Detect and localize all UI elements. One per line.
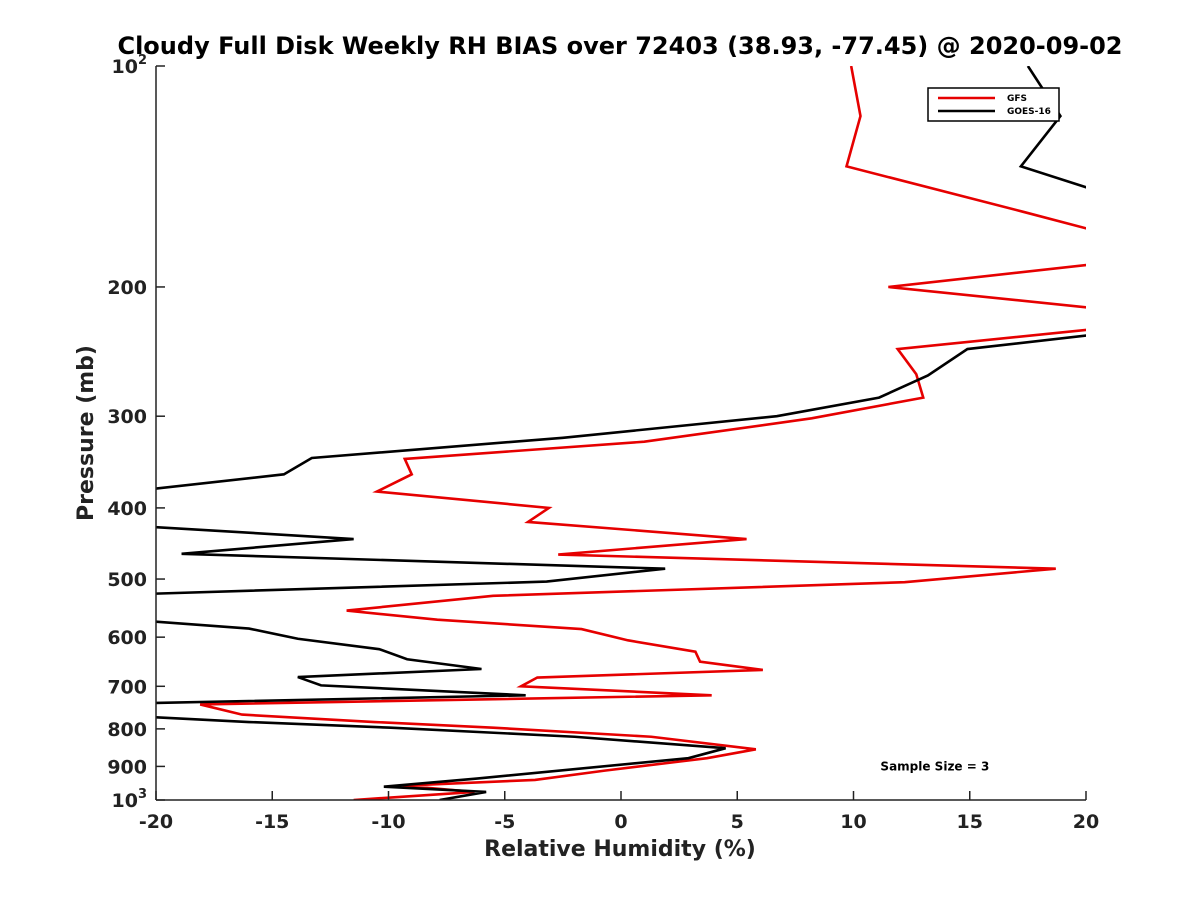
chart-title: Cloudy Full Disk Weekly RH BIAS over 724… bbox=[117, 32, 1122, 60]
y-tick-label: 103 bbox=[112, 787, 148, 812]
series-line-gfs bbox=[199, 66, 1086, 800]
x-tick-label: 0 bbox=[614, 811, 627, 833]
ticks-layer: -20 -15 -10 -5 0 5 10 15 20 102 200 300 400 500 600 700… bbox=[107, 53, 1099, 833]
y-tick-label: 102 bbox=[112, 53, 148, 78]
x-tick-label: -10 bbox=[371, 811, 405, 833]
y-tick-label: 200 bbox=[107, 277, 147, 299]
x-tick-label: 5 bbox=[731, 811, 744, 833]
y-tick-label: 700 bbox=[107, 676, 147, 698]
legend-label-goes-16: GOES-16 bbox=[1007, 107, 1051, 117]
x-tick-label: 10 bbox=[840, 811, 866, 833]
series-line-goes-16 bbox=[156, 66, 1086, 800]
legend-box bbox=[927, 87, 1060, 122]
x-tick-label: -20 bbox=[139, 811, 173, 833]
y-tick-label: 900 bbox=[107, 756, 147, 778]
legend-label-gfs: GFS bbox=[1007, 94, 1027, 104]
legend: GFS GOES-16 bbox=[927, 87, 1060, 122]
x-tick-label: 20 bbox=[1073, 811, 1099, 833]
y-tick-label: 300 bbox=[107, 406, 147, 428]
sample-size-annotation: Sample Size = 3 bbox=[880, 759, 989, 773]
y-tick-label: 600 bbox=[107, 627, 147, 649]
annotation-layer: Sample Size = 3 bbox=[880, 759, 989, 773]
y-tick-label: 500 bbox=[107, 569, 147, 591]
y-tick-label: 400 bbox=[107, 498, 147, 520]
x-axis-label: Relative Humidity (%) bbox=[484, 837, 756, 862]
y-axis-label: Pressure (mb) bbox=[74, 345, 99, 521]
x-tick-label: -5 bbox=[494, 811, 515, 833]
x-tick-label: -15 bbox=[255, 811, 289, 833]
x-tick-label: 15 bbox=[957, 811, 983, 833]
series-layer bbox=[156, 66, 1086, 800]
y-tick-label: 800 bbox=[107, 719, 147, 741]
